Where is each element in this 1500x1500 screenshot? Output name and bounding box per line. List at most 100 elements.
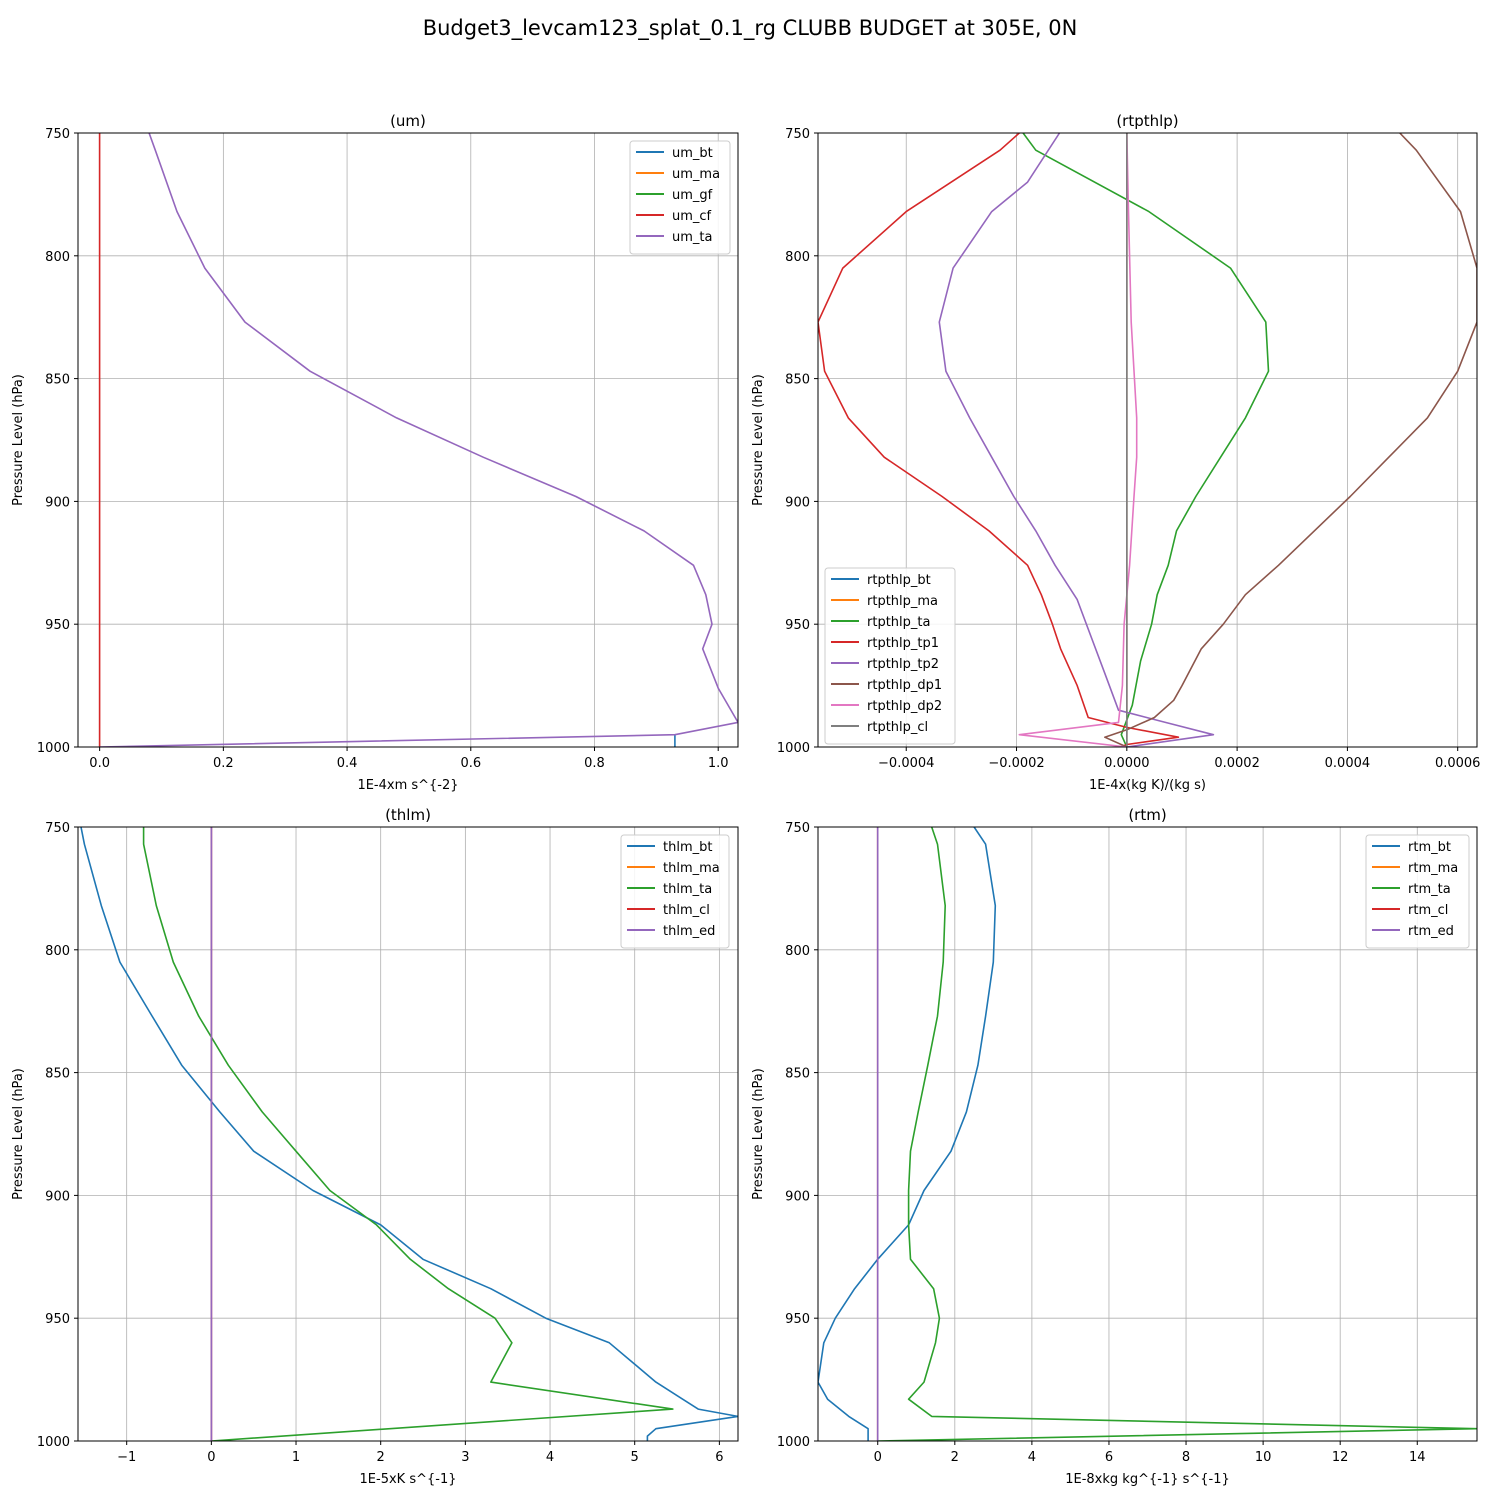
series-line-rtpthlp_dp2	[1018, 133, 1138, 747]
y-tick-label: 800	[45, 250, 70, 265]
x-tick-label: 0.0000	[1104, 756, 1150, 771]
x-tick-label: 0.6	[460, 756, 481, 771]
legend-label-rtpthlp_dp2: rtpthlp_dp2	[867, 699, 942, 714]
legend-label-rtm_cl: rtm_cl	[1408, 903, 1448, 918]
legend-label-rtm_bt: rtm_bt	[1408, 840, 1451, 855]
panel-title: (rtm)	[1128, 806, 1166, 824]
legend-box	[824, 567, 956, 745]
series-line-rtpthlp_tp1	[818, 133, 1180, 747]
x-tick-label: 0.0	[89, 756, 110, 771]
y-tick-label: 750	[785, 127, 810, 142]
x-tick-label: 0.2	[213, 756, 234, 771]
axes-frame	[817, 826, 1478, 1442]
x-tick-label: 4	[1028, 1450, 1036, 1465]
legend-label-thlm_ed: thlm_ed	[663, 924, 715, 939]
y-tick-label: 1000	[37, 741, 70, 756]
legend-label-rtm_ta: rtm_ta	[1408, 882, 1451, 897]
axes-frame	[77, 826, 739, 1442]
y-tick-label: 950	[45, 1312, 70, 1327]
x-tick-label: 0.0002	[1214, 756, 1260, 771]
x-axis-label: 1E-8xkg kg^{-1} s^{-1}	[1065, 1472, 1230, 1487]
legend-label-um_bt: um_bt	[672, 146, 713, 161]
series-line-rtm_bt	[818, 827, 997, 1441]
x-tick-label: 2	[377, 1450, 385, 1465]
chart-panel-2: −1 0 1 2 3 4 5 6 750 800 850 900 950 1000 (thlm) 1E-5xK…	[11, 806, 739, 1487]
legend-label-um_ta: um_ta	[672, 230, 712, 245]
y-axis-label: Pressure Level (hPa)	[11, 1068, 26, 1200]
x-tick-label: 12	[1332, 1450, 1349, 1465]
y-tick-label: 900	[785, 495, 810, 510]
x-tick-label: 0.0006	[1435, 756, 1481, 771]
x-axis-label: 1E-5xK s^{-1}	[360, 1472, 457, 1487]
y-tick-label: 1000	[777, 1435, 810, 1450]
y-tick-label: 800	[45, 944, 70, 959]
x-tick-label: 10	[1255, 1450, 1272, 1465]
y-tick-label: 750	[785, 821, 810, 836]
x-tick-label: −0.0002	[988, 756, 1044, 771]
chart-panel-0: 0.0 0.2 0.4 0.6 0.8 1.0 750 800 850 900 950 1000 (um…	[11, 112, 739, 793]
x-axis-label: 1E-4x(kg K)/(kg s)	[1089, 778, 1206, 793]
y-axis-label: Pressure Level (hPa)	[751, 374, 766, 506]
series-line-thlm_bt	[80, 827, 738, 1441]
x-tick-label: 0.0004	[1325, 756, 1371, 771]
legend-label-rtm_ma: rtm_ma	[1408, 861, 1458, 876]
x-tick-label: 1	[292, 1450, 300, 1465]
x-tick-label: 2	[951, 1450, 959, 1465]
y-tick-label: 900	[45, 495, 70, 510]
x-tick-label: 6	[715, 1450, 723, 1465]
series-line-thlm_ta	[142, 827, 674, 1441]
panel-title: (thlm)	[385, 806, 431, 824]
y-tick-label: 850	[45, 1067, 70, 1082]
x-tick-label: −0.0004	[878, 756, 934, 771]
x-tick-label: 1.0	[708, 756, 729, 771]
x-tick-label: 8	[1182, 1450, 1190, 1465]
legend-label-rtpthlp_ta: rtpthlp_ta	[867, 615, 930, 630]
y-tick-label: 900	[45, 1189, 70, 1204]
y-axis-label: Pressure Level (hPa)	[11, 374, 26, 506]
series-group	[98, 133, 738, 747]
x-tick-label: 0	[207, 1450, 215, 1465]
series-line-rtpthlp_ta	[1022, 133, 1270, 747]
y-tick-label: 850	[785, 373, 810, 388]
y-tick-label: 900	[785, 1189, 810, 1204]
legend-label-rtm_ed: rtm_ed	[1408, 924, 1454, 939]
y-tick-label: 750	[45, 127, 70, 142]
x-tick-label: 0.4	[337, 756, 358, 771]
series-line-rtpthlp_dp1	[1104, 133, 1477, 747]
legend-label-um_ma: um_ma	[672, 167, 720, 182]
legend-box	[629, 140, 731, 255]
y-tick-label: 750	[45, 821, 70, 836]
y-tick-label: 950	[785, 1312, 810, 1327]
panel-title: (um)	[390, 112, 426, 130]
series-group	[818, 133, 1477, 747]
panel-title: (rtpthlp)	[1116, 112, 1178, 130]
series-group	[818, 827, 1477, 1441]
legend-label-rtpthlp_tp2: rtpthlp_tp2	[867, 657, 939, 672]
legend-label-rtpthlp_ma: rtpthlp_ma	[867, 594, 938, 609]
y-tick-label: 1000	[37, 1435, 70, 1450]
series-line-rtpthlp_tp2	[938, 133, 1215, 747]
axes-frame	[77, 132, 739, 748]
legend-box	[620, 834, 730, 949]
x-tick-label: −1	[117, 1450, 136, 1465]
y-tick-label: 800	[785, 250, 810, 265]
legend-label-thlm_ma: thlm_ma	[663, 861, 720, 876]
x-axis-label: 1E-4xm s^{-2}	[357, 778, 458, 793]
legend-label-rtpthlp_dp1: rtpthlp_dp1	[867, 678, 942, 693]
x-tick-label: 14	[1409, 1450, 1426, 1465]
legend: rtpthlp_bt rtpthlp_ma rtpthlp_ta rtpthlp_tp…	[824, 567, 956, 745]
x-tick-label: 6	[1105, 1450, 1113, 1465]
figure-title: Budget3_levcam123_splat_0.1_rg CLUBB BUD…	[422, 16, 1078, 40]
x-tick-label: 0	[874, 1450, 882, 1465]
y-tick-label: 950	[45, 618, 70, 633]
x-tick-label: 3	[461, 1450, 469, 1465]
y-tick-label: 850	[45, 373, 70, 388]
x-tick-label: 4	[546, 1450, 554, 1465]
chart-panel-1: −0.0004 −0.0002 0.0000 0.0002 0.0004 0.0006 75…	[751, 112, 1480, 793]
series-line-um_ta	[99, 133, 738, 747]
axes-frame	[817, 132, 1478, 748]
legend-box	[1365, 834, 1470, 949]
series-group	[80, 827, 738, 1441]
legend: um_bt um_ma um_gf um_cf um_ta	[629, 140, 731, 255]
y-tick-label: 800	[785, 944, 810, 959]
